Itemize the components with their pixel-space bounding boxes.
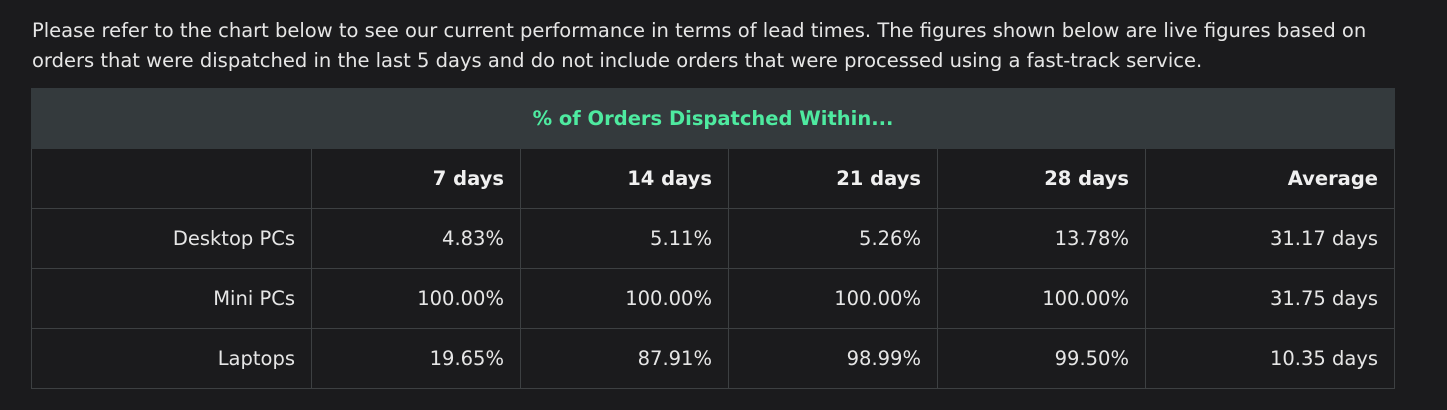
cell-7-days: 100.00% <box>311 268 521 329</box>
cell-28-days: 13.78% <box>937 208 1146 269</box>
column-header-average: Average <box>1144 148 1396 209</box>
cell-average: 31.75 days <box>1144 268 1396 329</box>
table-title: % of Orders Dispatched Within... <box>30 88 1396 149</box>
cell-28-days: 99.50% <box>937 328 1146 389</box>
table-header-row: 7 days 14 days 21 days 28 days Average <box>31 148 1396 209</box>
cell-average: 10.35 days <box>1144 328 1396 389</box>
cell-21-days: 98.99% <box>728 328 938 389</box>
column-header-28-days: 28 days <box>937 148 1146 209</box>
intro-paragraph: Please refer to the chart below to see o… <box>32 19 1367 72</box>
cell-14-days: 5.11% <box>520 208 729 269</box>
column-header-14-days: 14 days <box>520 148 729 209</box>
cell-7-days: 4.83% <box>311 208 521 269</box>
table-row-mini-pcs: Mini PCs 100.00% 100.00% 100.00% 100.00%… <box>31 268 1396 329</box>
cell-7-days: 19.65% <box>311 328 521 389</box>
column-header-7-days: 7 days <box>311 148 521 209</box>
lead-times-table: % of Orders Dispatched Within... 7 days … <box>30 88 1396 389</box>
lead-times-table-container: % of Orders Dispatched Within... 7 days … <box>30 88 1396 389</box>
column-header-empty <box>31 148 312 209</box>
table-title-row: % of Orders Dispatched Within... <box>30 88 1396 149</box>
table-row-laptops: Laptops 19.65% 87.91% 98.99% 99.50% 10.3… <box>31 328 1396 389</box>
table-row-desktop-pcs: Desktop PCs 4.83% 5.11% 5.26% 13.78% 31.… <box>31 208 1396 269</box>
cell-14-days: 100.00% <box>520 268 729 329</box>
row-label: Desktop PCs <box>31 208 312 269</box>
cell-21-days: 100.00% <box>728 268 938 329</box>
column-header-21-days: 21 days <box>728 148 938 209</box>
cell-average: 31.17 days <box>1144 208 1396 269</box>
cell-14-days: 87.91% <box>520 328 729 389</box>
row-label: Mini PCs <box>31 268 312 329</box>
cell-28-days: 100.00% <box>937 268 1146 329</box>
cell-21-days: 5.26% <box>728 208 938 269</box>
row-label: Laptops <box>31 328 312 389</box>
